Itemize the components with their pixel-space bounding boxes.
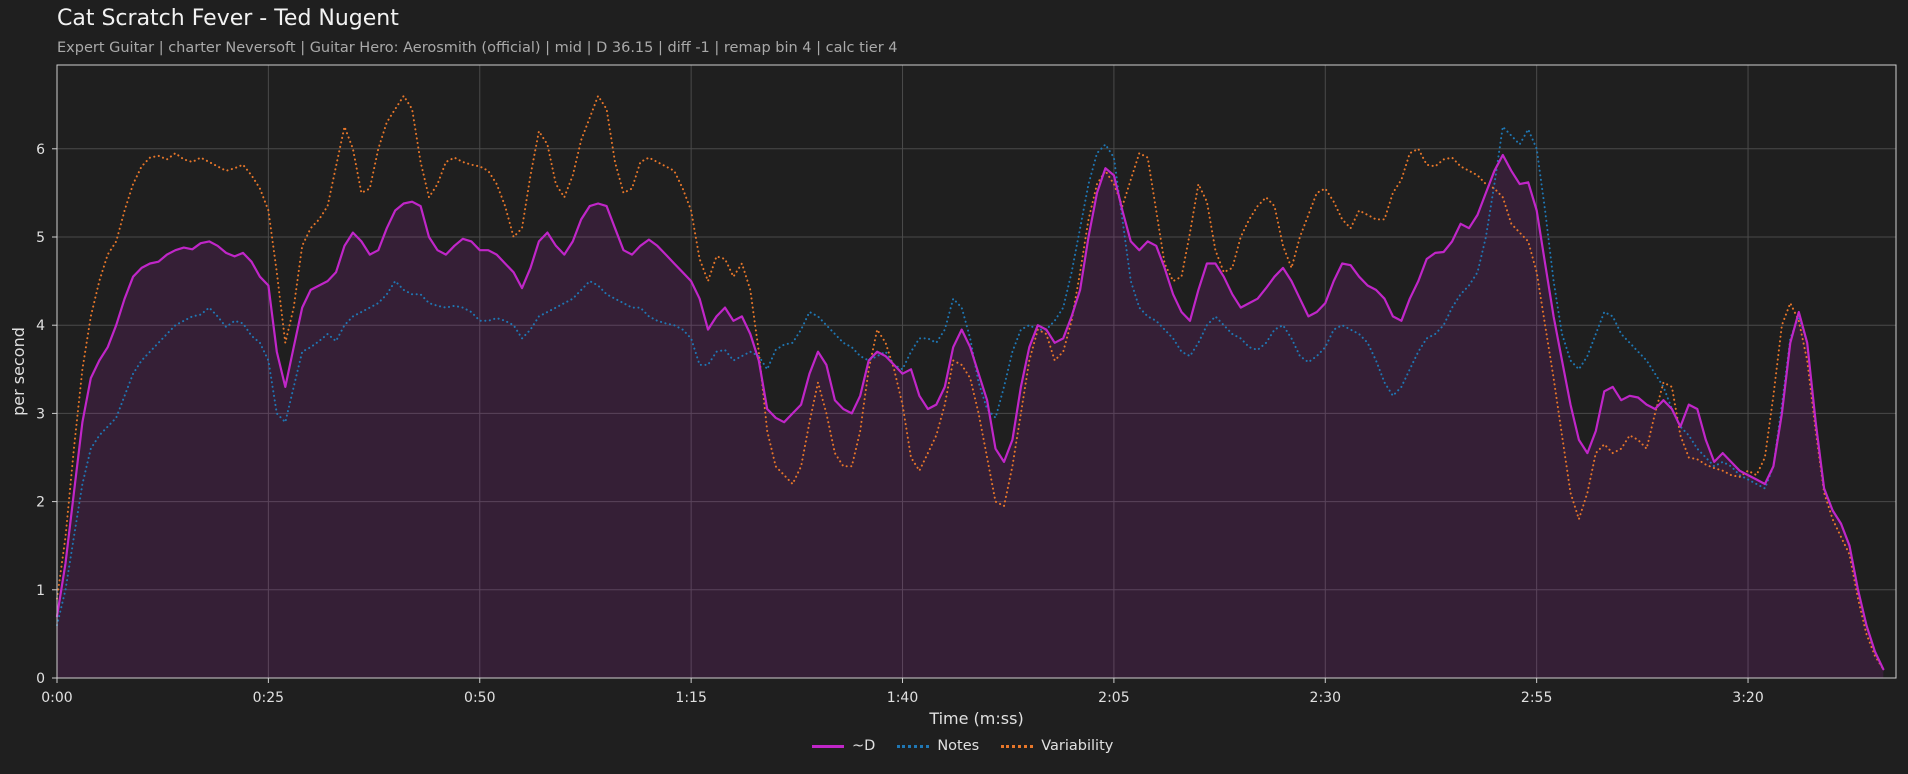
y-axis-ticks: 0 1 2 3 4 5 6 <box>36 142 57 687</box>
legend-item-d: ~D <box>812 738 875 754</box>
x-tick-label: 1:40 <box>887 690 918 706</box>
legend-item-variability: Variability <box>1001 738 1113 754</box>
x-tick-label: 0:50 <box>464 690 495 706</box>
y-tick-label: 4 <box>36 318 45 334</box>
legend-swatch-notes <box>897 744 930 748</box>
legend-item-notes: Notes <box>897 738 979 754</box>
y-axis-label: per second <box>9 327 28 416</box>
y-tick-label: 0 <box>36 671 45 687</box>
series-lines <box>55 94 1885 671</box>
y-tick-label: 3 <box>36 406 45 422</box>
legend-label-variability: Variability <box>1041 738 1114 754</box>
x-tick-label: 2:05 <box>1098 690 1129 706</box>
chart-subtitle: Expert Guitar | charter Neversoft | Guit… <box>57 40 898 56</box>
series-line-notes <box>56 125 1885 671</box>
legend-label-notes: Notes <box>937 738 980 754</box>
legend-label-d: ~D <box>852 738 876 754</box>
y-tick-label: 1 <box>36 583 45 599</box>
x-tick-label: 3:20 <box>1732 690 1763 706</box>
y-tick-label: 6 <box>36 142 45 158</box>
x-tick-label: 1:15 <box>675 690 706 706</box>
series-line-variability <box>56 94 1885 671</box>
chart-title: Cat Scratch Fever - Ted Nugent <box>57 6 399 31</box>
y-tick-label: 2 <box>36 495 45 511</box>
legend-swatch-variability <box>1001 744 1034 748</box>
y-tick-label: 5 <box>36 230 45 246</box>
x-axis-ticks: 0:00 0:25 0:50 1:15 1:40 2:05 2:30 2:55 3:20 <box>41 678 1764 706</box>
x-tick-label: 0:25 <box>253 690 284 706</box>
series-fill-d <box>57 155 1884 678</box>
x-tick-label: 2:55 <box>1521 690 1552 706</box>
legend: ~D Notes Variability <box>812 738 1113 754</box>
plot-frame <box>56 64 1897 679</box>
x-tick-label: 0:00 <box>41 690 72 706</box>
series-line-d <box>55 153 1885 671</box>
series-fills <box>57 155 1884 678</box>
x-axis-label: Time (m:ss) <box>928 709 1023 728</box>
legend-swatch-d <box>812 744 844 748</box>
x-tick-label: 2:30 <box>1310 690 1341 706</box>
